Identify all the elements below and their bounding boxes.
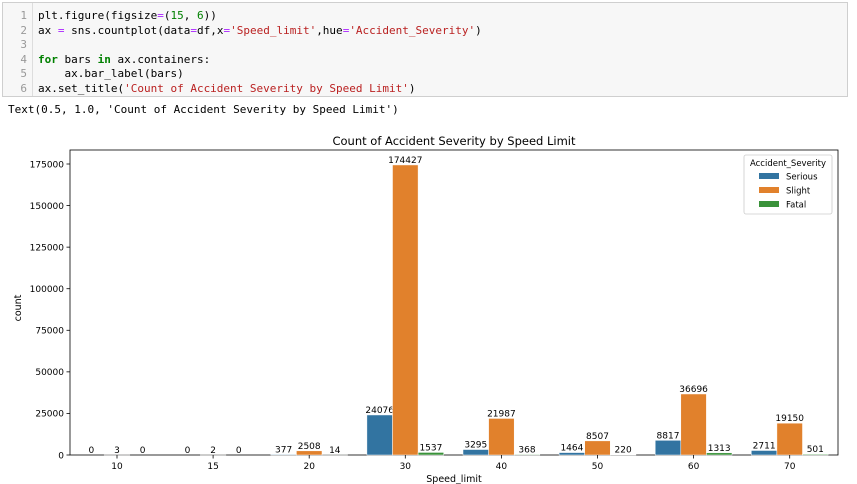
x-tick-label: 60 — [688, 462, 700, 472]
bar-value-label: 2 — [210, 446, 216, 456]
bar-value-label: 0 — [236, 446, 242, 456]
bar-value-label: 174427 — [388, 156, 422, 166]
x-axis: 10 15 20 30 40 50 60 70 — [111, 455, 796, 472]
bar-value-label: 377 — [275, 445, 292, 455]
y-tick-label: 0 — [58, 451, 64, 461]
legend-swatch-slight — [759, 187, 779, 193]
bar-fatal — [802, 453, 829, 456]
bar-value-label: 24076 — [365, 406, 394, 416]
bar-value-label: 3295 — [464, 441, 487, 451]
x-axis-label: Speed_limit — [426, 474, 482, 484]
x-tick-label: 30 — [400, 462, 412, 472]
bar-value-label: 1537 — [419, 443, 442, 453]
bar-value-label: 21987 — [487, 409, 516, 419]
bar-value-label: 1313 — [708, 444, 731, 454]
bar-value-label: 368 — [518, 445, 535, 455]
x-tick-label: 20 — [303, 462, 315, 472]
bars-group: 0 3 0 0 2 0 377 2508 14 24076 174427 1537 3295 21987 3… — [89, 156, 829, 456]
bar-value-label: 8507 — [586, 432, 609, 442]
code-cell[interactable]: 1 plt.figure(figsize=(15, 6)) 2 ax = sns.co… — [2, 2, 848, 97]
bar-value-label: 14 — [329, 446, 341, 456]
x-tick-label: 70 — [784, 462, 796, 472]
plot-frame — [69, 149, 839, 456]
legend: Accident_Severity Serious Slight Fatal — [743, 154, 833, 215]
y-axis: 0 25000 50000 75000 100000 125000 150000 175000 — [30, 160, 70, 461]
x-tick-label: 15 — [207, 462, 218, 472]
bar-value-label: 501 — [807, 445, 824, 455]
y-axis-label: count — [13, 294, 24, 321]
bar-fatal — [417, 452, 444, 456]
code-text: ax = sns.countplot(data=df,x='Speed_limi… — [38, 23, 482, 37]
legend-title: Accident_Severity — [750, 159, 826, 169]
bar-slight — [584, 440, 611, 456]
bar-value-label: 2508 — [298, 442, 321, 452]
bar-slight — [392, 164, 419, 456]
line-number: 2 — [20, 23, 27, 37]
bar-fatal — [706, 452, 733, 456]
bar-serious — [366, 414, 393, 456]
y-tick-label: 100000 — [30, 285, 65, 295]
bar-value-label: 0 — [185, 446, 191, 456]
x-tick-label: 10 — [111, 462, 123, 472]
chart-title: Count of Accident Severity by Speed Limi… — [332, 134, 575, 148]
code-text: ax.bar_label(bars) — [38, 67, 184, 81]
code-text: plt.figure(figsize=(15, 6)) — [38, 9, 217, 22]
line-number: 6 — [20, 82, 27, 95]
bar-fatal — [513, 454, 541, 456]
bar-value-label: 0 — [140, 446, 146, 456]
code-text: for bars in ax.containers: — [38, 52, 211, 66]
y-tick-label: 50000 — [35, 368, 64, 378]
legend-swatch-serious — [759, 173, 779, 179]
line-number: 5 — [20, 67, 27, 81]
bar-slight — [488, 418, 515, 456]
bar-value-label: 220 — [615, 446, 632, 456]
bar-value-label: 8817 — [657, 431, 680, 441]
plot-area — [69, 149, 839, 456]
line-number: 4 — [20, 52, 27, 66]
y-tick-label: 125000 — [30, 243, 65, 253]
y-tick-label: 75000 — [35, 327, 64, 337]
y-tick-label: 150000 — [30, 202, 65, 212]
legend-box — [743, 154, 833, 215]
bar-slight — [680, 393, 707, 456]
bar-serious — [654, 440, 682, 456]
line-number-gutter — [3, 3, 33, 96]
legend-swatch-fatal — [759, 201, 779, 207]
bar-value-label: 0 — [89, 446, 95, 456]
bar-value-label: 2711 — [753, 441, 776, 451]
bar-value-label: 1464 — [560, 444, 583, 454]
y-tick-label: 25000 — [35, 410, 64, 420]
bar-slight — [776, 422, 803, 456]
x-tick-label: 40 — [496, 462, 508, 472]
x-tick-label: 50 — [592, 462, 604, 472]
line-number: 3 — [20, 38, 27, 52]
legend-label: Fatal — [786, 201, 806, 211]
y-tick-label: 175000 — [30, 160, 65, 170]
legend-label: Slight — [786, 187, 811, 197]
bar-value-label: 36696 — [679, 385, 708, 395]
bar-value-label: 3 — [114, 446, 120, 456]
line-number: 1 — [20, 9, 27, 22]
cell-output-text: Text(0.5, 1.0, 'Count of Accident Severi… — [8, 103, 399, 116]
legend-label: Serious — [786, 173, 818, 183]
bar-value-label: 19150 — [775, 414, 804, 424]
code-text: ax.set_title('Count of Accident Severity… — [38, 82, 416, 95]
